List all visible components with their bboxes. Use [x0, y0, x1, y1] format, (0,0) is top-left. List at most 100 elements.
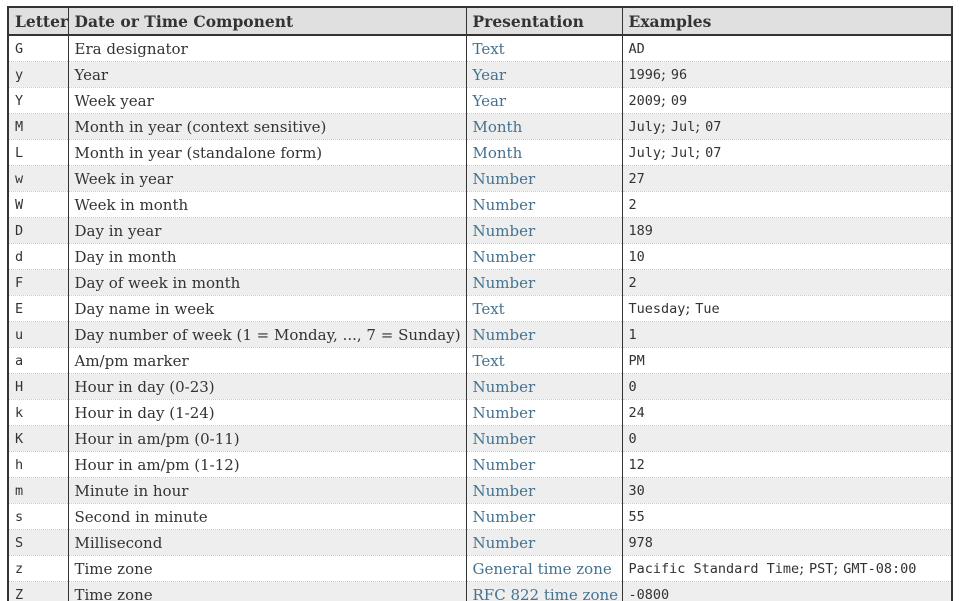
presentation-link[interactable]: Month	[472, 117, 523, 136]
presentation-cell: Year	[465, 61, 622, 88]
presentation-link[interactable]: Text	[472, 351, 505, 370]
presentation-link[interactable]: Number	[472, 403, 536, 422]
example-value: PM	[628, 353, 645, 369]
table-row: w Week in year Number 27	[8, 165, 952, 192]
letter-cell: S	[8, 529, 68, 556]
examples-cell: 0	[621, 425, 952, 452]
table-row: W Week in month Number 2	[8, 191, 952, 218]
table-body: G Era designator Text AD y Year Year 1996; 96 Y W…	[8, 35, 952, 601]
presentation-link[interactable]: General time zone	[472, 559, 612, 578]
example-value: 189	[628, 223, 653, 239]
letter-cell: z	[8, 555, 68, 582]
example-value: 24	[628, 405, 645, 421]
examples-cell: 1	[621, 321, 952, 348]
component-cell: Year	[67, 61, 466, 88]
letter-cell: m	[8, 477, 68, 504]
example-value: -0800	[628, 587, 670, 601]
presentation-link[interactable]: Number	[472, 507, 536, 526]
example-value: AD	[628, 41, 645, 57]
presentation-cell: RFC 822 time zone	[465, 581, 622, 601]
example-value: 07	[705, 119, 722, 135]
table-row: h Hour in am/pm (1-12) Number 12	[8, 451, 952, 478]
example-value: July	[628, 119, 662, 135]
component-cell: Week year	[67, 87, 466, 114]
example-value: GMT-08:00	[843, 561, 917, 577]
example-value: 0	[628, 379, 637, 395]
component-cell: Day number of week (1 = Monday, ..., 7 =…	[67, 321, 466, 348]
letter-cell: s	[8, 503, 68, 530]
examples-cell: 2	[621, 191, 952, 218]
examples-cell: 2	[621, 269, 952, 296]
example-value: Tue	[695, 301, 720, 317]
presentation-cell: Number	[465, 503, 622, 530]
presentation-link[interactable]: Number	[472, 247, 536, 266]
letter-cell: d	[8, 243, 68, 270]
presentation-link[interactable]: Number	[472, 455, 536, 474]
examples-cell: Pacific Standard Time; PST; GMT-08:00	[621, 555, 952, 582]
example-value: Tuesday	[628, 301, 686, 317]
table-row: z Time zone General time zone Pacific Stand…	[8, 555, 952, 582]
presentation-link[interactable]: Number	[472, 273, 536, 292]
letter-cell: Z	[8, 581, 68, 601]
letter-cell: H	[8, 373, 68, 400]
letter-cell: Y	[8, 87, 68, 114]
column-header-presentation: Presentation	[465, 7, 622, 36]
component-cell: Hour in am/pm (0-11)	[67, 425, 466, 452]
table-row: L Month in year (standalone form) Month Jul…	[8, 139, 952, 166]
presentation-link[interactable]: Number	[472, 169, 536, 188]
example-value: 2	[628, 197, 637, 213]
presentation-cell: Text	[465, 295, 622, 322]
table-row: u Day number of week (1 = Monday, ..., 7 …	[8, 321, 952, 348]
presentation-link[interactable]: Number	[472, 533, 536, 552]
presentation-link[interactable]: Month	[472, 143, 523, 162]
presentation-link[interactable]: Text	[472, 39, 505, 58]
presentation-link[interactable]: Year	[472, 65, 507, 84]
presentation-cell: Number	[465, 425, 622, 452]
presentation-link[interactable]: Number	[472, 481, 536, 500]
examples-cell: July; Jul; 07	[621, 139, 952, 166]
example-value: 12	[628, 457, 645, 473]
date-format-pattern-table: Letter Date or Time Component Presentati…	[7, 6, 953, 601]
component-cell: Time zone	[67, 581, 466, 601]
component-cell: Week in year	[67, 165, 466, 192]
presentation-link[interactable]: Number	[472, 377, 536, 396]
example-value: 55	[628, 509, 645, 525]
component-cell: Day of week in month	[67, 269, 466, 296]
example-value: 96	[670, 67, 688, 83]
presentation-cell: Number	[465, 217, 622, 244]
column-header-letter: Letter	[8, 7, 68, 36]
presentation-link[interactable]: Year	[472, 91, 507, 110]
table-row: Y Week year Year 2009; 09	[8, 87, 952, 114]
letter-cell: a	[8, 347, 68, 374]
presentation-cell: Month	[465, 139, 622, 166]
component-cell: Day in month	[67, 243, 466, 270]
column-header-examples: Examples	[621, 7, 952, 36]
presentation-link[interactable]: Number	[472, 429, 536, 448]
table-row: F Day of week in month Number 2	[8, 269, 952, 296]
table-row: m Minute in hour Number 30	[8, 477, 952, 504]
examples-cell: 27	[621, 165, 952, 192]
letter-cell: y	[8, 61, 68, 88]
presentation-link[interactable]: RFC 822 time zone	[472, 585, 619, 601]
letter-cell: F	[8, 269, 68, 296]
examples-cell: -0800	[621, 581, 952, 601]
letter-cell: K	[8, 425, 68, 452]
component-cell: Millisecond	[67, 529, 466, 556]
table-row: H Hour in day (0-23) Number 0	[8, 373, 952, 400]
table-row: M Month in year (context sensitive) Month J…	[8, 113, 952, 140]
presentation-cell: General time zone	[465, 555, 622, 582]
letter-cell: G	[15, 40, 24, 57]
presentation-link[interactable]: Text	[472, 299, 505, 318]
presentation-link[interactable]: Number	[472, 221, 536, 240]
presentation-link[interactable]: Number	[472, 195, 536, 214]
table-row: E Day name in week Text Tuesday; Tue	[8, 295, 952, 322]
component-cell: Era designator	[67, 35, 466, 62]
presentation-cell: Text	[465, 347, 622, 374]
presentation-link[interactable]: Number	[472, 325, 536, 344]
example-value: Jul	[670, 119, 696, 135]
example-value: 09	[670, 93, 688, 109]
table-row: d Day in month Number 10	[8, 243, 952, 270]
presentation-cell: Text	[465, 35, 622, 62]
component-cell: Month in year (standalone form)	[67, 139, 466, 166]
presentation-cell: Year	[465, 87, 622, 114]
